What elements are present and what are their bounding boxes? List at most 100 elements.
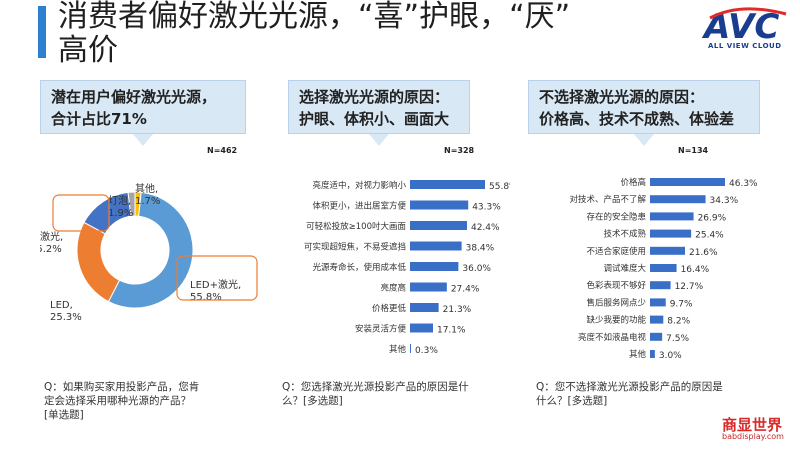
bar-value-label: 8.2% bbox=[667, 317, 690, 327]
bar-category-label: 存在的安全隐患 bbox=[586, 211, 646, 222]
bar-chart-reasons-not-choose: 价格高 46.3% 对技术、产品不了解 34.3% 存在的安全隐患 26.9% 技术不成熟 2… bbox=[569, 177, 758, 361]
bar-category-label: 亮度不如液晶电视 bbox=[578, 332, 647, 343]
bar bbox=[410, 262, 459, 271]
sample-size-3: N=134 bbox=[678, 146, 709, 155]
question-3: Q：您不选择激光光源投影产品的原因是 什么？[多选题] bbox=[536, 380, 756, 408]
page-title: 消费者偏好激光光源，“喜”护眼，“厌” 高价 bbox=[58, 0, 678, 68]
bar bbox=[410, 180, 485, 189]
panel-3-line2: 价格高、技术不成熟、体验差 bbox=[539, 110, 735, 128]
avc-logo: AVC bbox=[701, 7, 787, 47]
bar-category-label: 光源寿命长，使用成本低 bbox=[312, 262, 406, 273]
panel-1-pointer bbox=[133, 134, 153, 146]
bar-value-label: 38.4% bbox=[466, 244, 495, 254]
bar-value-label: 46.3% bbox=[729, 179, 758, 189]
watermark-url: babdisplay.com bbox=[722, 432, 784, 441]
bar-value-label: 27.4% bbox=[451, 285, 480, 295]
question-1: Q：如果购买家用投影产品，您肯 定会选择采用哪种光源的产品？ [单选题] bbox=[44, 380, 254, 422]
bar-value-label: 12.7% bbox=[675, 282, 704, 292]
question-3-line1: Q：您不选择激光光源投影产品的原因是 bbox=[536, 381, 723, 393]
bar-category-label: 调试难度大 bbox=[603, 263, 646, 274]
highlight-box-laser bbox=[52, 194, 110, 232]
bar-category-label: 亮度适中，对视力影响小 bbox=[312, 180, 406, 191]
bar-category-label: 价格更低 bbox=[372, 303, 407, 314]
bar-value-label: 7.5% bbox=[666, 334, 689, 344]
panel-header-2: 选择激光光源的原因： 护眼、体积小、画面大 bbox=[288, 80, 470, 134]
bar-value-label: 17.1% bbox=[437, 326, 466, 336]
question-3-line2: 什么？[多选题] bbox=[536, 395, 608, 407]
bar-category-label: 可轻松投放≥100吋大画面 bbox=[306, 221, 406, 232]
bar-value-label: 55.8% bbox=[489, 182, 510, 192]
donut-slice-0 bbox=[107, 191, 194, 309]
panel-1-line2: 合计占比71% bbox=[51, 110, 147, 128]
bar bbox=[410, 323, 433, 333]
question-2-line2: 么？[多选题] bbox=[282, 395, 343, 407]
question-2: Q：您选择激光光源投影产品的原因是什 么？[多选题] bbox=[282, 380, 502, 408]
bar-chart-reasons-choose: 亮度适中，对视力影响小 55.8% 体积更小，进出居室方便 43.3% 可轻松投放≥10… bbox=[304, 180, 510, 356]
question-1-line1: Q：如果购买家用投影产品，您肯 bbox=[44, 381, 200, 393]
bar-value-label: 0.3% bbox=[415, 346, 438, 356]
bar bbox=[410, 303, 439, 312]
bar-category-label: 对技术、产品不了解 bbox=[569, 194, 646, 205]
bar-category-label: 技术不成熟 bbox=[603, 229, 646, 240]
bar-value-label: 42.4% bbox=[471, 223, 500, 233]
bar-value-label: 21.3% bbox=[443, 305, 472, 315]
panel-2-pointer bbox=[369, 134, 389, 146]
bar-category-label: 安装灵活方便 bbox=[355, 324, 407, 335]
panel-2-line2: 护眼、体积小、画面大 bbox=[299, 110, 450, 128]
bar bbox=[410, 282, 447, 292]
bar-value-label: 21.6% bbox=[689, 248, 718, 258]
bar bbox=[650, 298, 666, 307]
sample-size-2: N=328 bbox=[444, 146, 475, 155]
bar-category-label: 其他 bbox=[389, 344, 407, 355]
bar bbox=[650, 195, 706, 204]
highlight-box-led-laser bbox=[176, 255, 258, 301]
bar-category-label: 色彩表现不够好 bbox=[586, 280, 646, 291]
bar bbox=[650, 264, 677, 272]
bar-value-label: 3.0% bbox=[659, 351, 682, 361]
bar-value-label: 43.3% bbox=[472, 203, 501, 213]
bar bbox=[650, 350, 655, 358]
page-title-line1: 消费者偏好激光光源，“喜”护眼，“厌” bbox=[58, 0, 571, 34]
donut-label-2: 纯激光,15.2% bbox=[40, 230, 63, 255]
bar bbox=[650, 246, 685, 255]
logo-text: AVC bbox=[701, 7, 779, 47]
sample-size-1: N=462 bbox=[207, 146, 238, 155]
bar bbox=[410, 344, 411, 353]
question-1-line2: 定会选择采用哪种光源的产品？ bbox=[44, 395, 191, 407]
bar bbox=[650, 315, 664, 324]
bar bbox=[410, 221, 467, 230]
page-title-line2: 高价 bbox=[58, 33, 118, 68]
panel-header-1: 潜在用户偏好激光光源， 合计占比71% bbox=[40, 80, 246, 134]
bar bbox=[410, 200, 469, 210]
panel-1-line1: 潜在用户偏好激光光源， bbox=[51, 88, 217, 106]
bar-value-label: 26.9% bbox=[698, 213, 727, 223]
bar bbox=[650, 229, 692, 238]
question-1-line3: [单选题] bbox=[44, 409, 84, 421]
bar bbox=[650, 178, 725, 186]
donut-label-1: LED, 25.3% bbox=[50, 300, 82, 323]
title-accent-bar bbox=[38, 6, 46, 58]
bar bbox=[410, 241, 462, 251]
donut-label-4: 其他, 1.7% bbox=[135, 182, 160, 207]
bar bbox=[650, 332, 663, 341]
bar-category-label: 价格高 bbox=[620, 177, 646, 188]
watermark-title: 商显世界 bbox=[722, 416, 783, 434]
bar-category-label: 其他 bbox=[629, 349, 647, 360]
panel-2-line1: 选择激光光源的原因： bbox=[299, 88, 450, 106]
panel-3-line1: 不选择激光光源的原因： bbox=[539, 88, 705, 106]
bar-value-label: 16.4% bbox=[681, 265, 710, 275]
bar-value-label: 36.0% bbox=[462, 264, 491, 274]
bar-value-label: 25.4% bbox=[695, 231, 724, 241]
bar bbox=[650, 212, 694, 221]
bar-category-label: 售后服务网点少 bbox=[586, 297, 646, 308]
bar bbox=[650, 281, 671, 290]
donut-chart: LED+激光,55.8% LED,25.3% 纯激光,15.2% 灯泡,1.9%其他,… bbox=[40, 182, 258, 323]
logo-subtitle: ALL VIEW CLOUD bbox=[708, 42, 782, 50]
donut-label-0: LED+激光, 55.8% bbox=[190, 278, 241, 303]
bar-value-label: 9.7% bbox=[670, 299, 693, 309]
bar-category-label: 可实现超短焦，不易受遮挡 bbox=[304, 242, 406, 253]
donut-label-3: 灯泡, 1.9% bbox=[108, 194, 133, 219]
question-2-line1: Q：您选择激光光源投影产品的原因是什 bbox=[282, 381, 469, 393]
panel-3-pointer bbox=[634, 134, 654, 146]
bar-category-label: 不适合家庭使用 bbox=[586, 246, 646, 257]
